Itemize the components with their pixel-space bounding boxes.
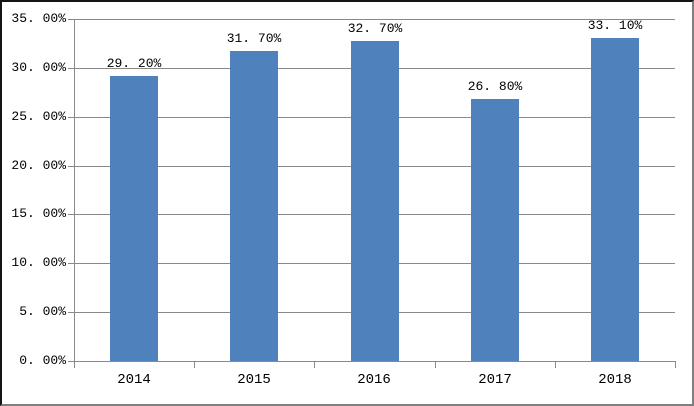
bar-value-label: 32. 70% bbox=[347, 21, 403, 36]
y-axis-tick bbox=[68, 166, 74, 167]
y-axis-tick bbox=[68, 214, 74, 215]
x-axis-tick bbox=[314, 361, 315, 368]
y-axis-tick-label: 10. 00% bbox=[11, 255, 66, 270]
y-axis-tick-label: 35. 00% bbox=[11, 11, 66, 26]
bar-2014 bbox=[110, 76, 158, 361]
x-axis-tick bbox=[435, 361, 436, 368]
x-axis-tick bbox=[74, 361, 75, 368]
y-axis-tick bbox=[68, 361, 74, 362]
x-axis-tick bbox=[555, 361, 556, 368]
y-axis-tick bbox=[68, 68, 74, 69]
y-axis-tick-label: 20. 00% bbox=[11, 158, 66, 173]
bar-2018 bbox=[591, 38, 639, 361]
bar-value-label: 33. 10% bbox=[587, 18, 643, 33]
y-axis-tick bbox=[68, 19, 74, 20]
x-axis-category-label: 2018 bbox=[598, 372, 632, 388]
y-axis-tick-label: 30. 00% bbox=[11, 60, 66, 75]
x-axis-tick bbox=[194, 361, 195, 368]
x-axis-category-label: 2015 bbox=[237, 372, 271, 388]
bar-value-label: 31. 70% bbox=[226, 31, 282, 46]
y-axis-tick bbox=[68, 117, 74, 118]
bar-2016 bbox=[351, 41, 399, 361]
y-axis-line bbox=[74, 19, 75, 361]
y-gridline bbox=[74, 19, 675, 20]
bar-value-label: 29. 20% bbox=[106, 56, 162, 71]
y-axis-tick-label: 0. 00% bbox=[19, 353, 66, 368]
bar-2017 bbox=[471, 99, 519, 361]
y-axis-tick-label: 25. 00% bbox=[11, 109, 66, 124]
y-axis-tick bbox=[68, 263, 74, 264]
bar-2015 bbox=[230, 51, 278, 361]
x-axis-line bbox=[74, 361, 675, 362]
x-axis-category-label: 2016 bbox=[357, 372, 391, 388]
x-axis-category-label: 2017 bbox=[478, 372, 512, 388]
y-axis-tick bbox=[68, 312, 74, 313]
x-axis-category-label: 2014 bbox=[117, 372, 151, 388]
y-axis-tick-label: 5. 00% bbox=[19, 304, 66, 319]
y-axis-tick-label: 15. 00% bbox=[11, 206, 66, 221]
x-axis-tick bbox=[675, 361, 676, 368]
bar-value-label: 26. 80% bbox=[467, 79, 523, 94]
